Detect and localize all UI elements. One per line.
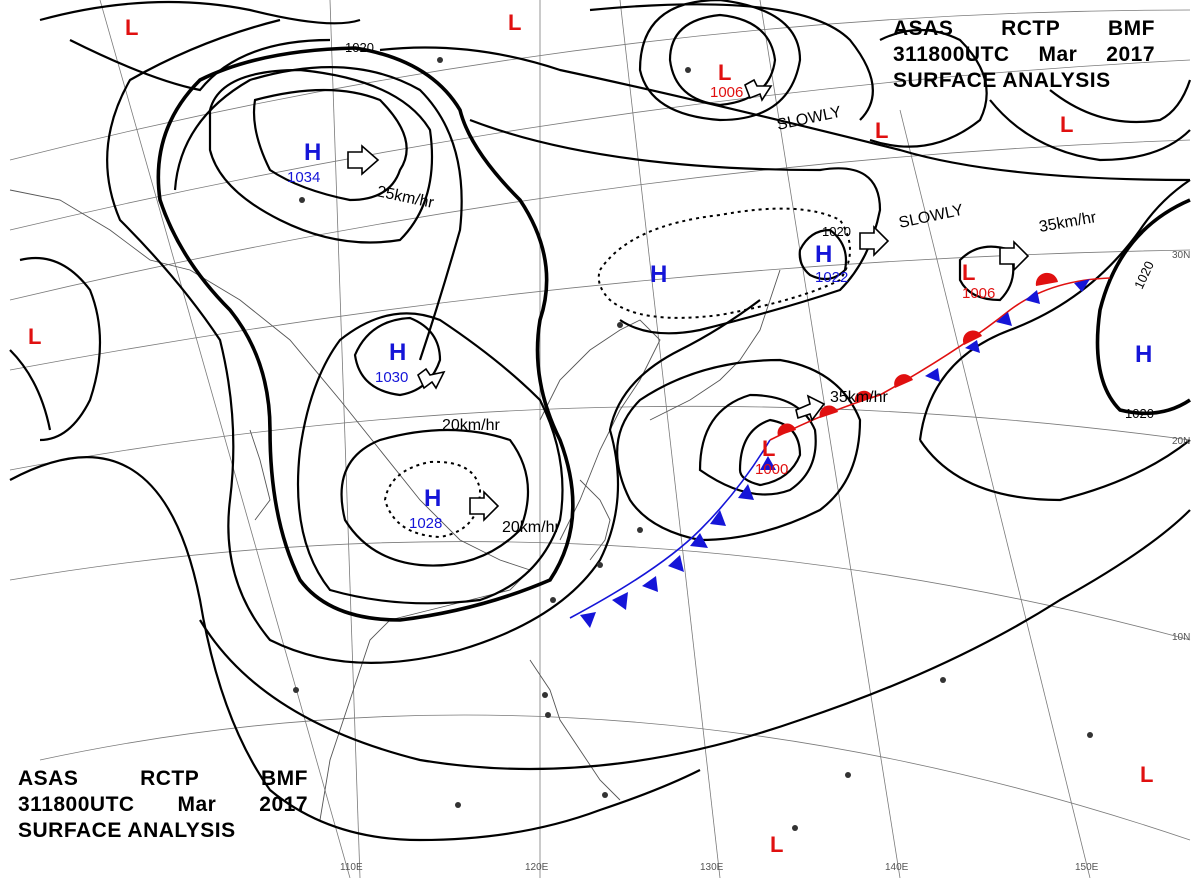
header-time: 311800UTC — [893, 43, 1010, 66]
warm-front-semicircles — [777, 272, 1058, 436]
isobar-label: 1020 — [1131, 259, 1157, 292]
high-center-pressure: 1022 — [815, 269, 848, 286]
header-code: BMF — [1108, 17, 1155, 40]
movement-speed: 35km/hr — [830, 389, 888, 406]
high-center-letter: H — [424, 485, 441, 512]
isobar-label: 1020 — [1125, 406, 1154, 421]
low-center-letter: L — [718, 60, 731, 85]
header-month: Mar — [1038, 43, 1078, 66]
header-month: Mar — [177, 793, 217, 816]
high-center-pressure: 1028 — [409, 515, 442, 532]
longitude-label: 150E — [1075, 862, 1099, 873]
high-center-letter: H — [1135, 341, 1152, 368]
header-year: 2017 — [1106, 43, 1155, 66]
header-product: ASAS — [18, 767, 79, 790]
title-block-bottom-left: ASAS RCTP BMF 311800UTC Mar 2017 SURFACE… — [18, 766, 308, 844]
cold-front-line — [569, 439, 771, 619]
isobar-label: 1020 — [345, 40, 374, 55]
latitude-label: 20N — [1172, 436, 1190, 447]
header-time: 311800UTC — [18, 793, 135, 816]
low-center-marker: L — [28, 324, 41, 349]
longitude-label: 120E — [525, 862, 549, 873]
low-center-letter: L — [762, 436, 775, 461]
graticule — [9, 0, 1191, 878]
axis-labels: 30N 20N 10N 110E 120E 130E 140E 150E — [340, 250, 1190, 873]
low-center-pressure: 1006 — [710, 84, 743, 101]
low-center-letter: L — [1140, 762, 1153, 787]
title-block-top-right: ASAS RCTP BMF 311800UTC Mar 2017 SURFACE… — [893, 16, 1155, 94]
header-station: RCTP — [140, 767, 200, 790]
movement-speed: 25km/hr — [375, 183, 436, 212]
low-center-pressure: 1000 — [755, 461, 788, 478]
fronts — [569, 272, 1111, 628]
header-year: 2017 — [259, 793, 308, 816]
high-center-letter: H — [815, 241, 832, 268]
pressure-centers: H 1034 H 1030 H 1028 H H 1022 H L 1006 L… — [28, 10, 1153, 857]
low-center-letter: L — [962, 260, 975, 285]
low-center-marker: L — [125, 15, 138, 40]
latitude-label: 10N — [1172, 632, 1190, 643]
longitude-label: 110E — [340, 862, 363, 873]
movement-arrows — [347, 78, 1030, 522]
low-center-pressure: 1006 — [962, 285, 995, 302]
header-product: ASAS — [893, 17, 954, 40]
header-title: SURFACE ANALYSIS — [18, 819, 236, 842]
latitude-label: 30N — [1172, 250, 1190, 261]
movement-speed: SLOWLY — [897, 202, 965, 232]
header-code: BMF — [261, 767, 308, 790]
high-center-letter: H — [304, 139, 321, 166]
movement-speed: 20km/hr — [502, 519, 560, 536]
low-center-marker: L — [770, 832, 783, 857]
movement-speed: 20km/hr — [442, 417, 500, 434]
header-station: RCTP — [1001, 17, 1061, 40]
longitude-label: 140E — [885, 862, 909, 873]
low-center-marker: L — [1060, 112, 1073, 137]
high-center-pressure: 1034 — [287, 169, 320, 186]
high-center-letter: H — [650, 261, 667, 288]
header-title: SURFACE ANALYSIS — [893, 69, 1111, 92]
dotted-isobars — [383, 207, 851, 539]
low-center-marker: L — [508, 10, 521, 35]
isobar-1020-east — [1095, 198, 1191, 416]
station-plots — [293, 57, 1093, 831]
isobar-1020-west — [156, 46, 575, 622]
isobar-label: 1020 — [822, 224, 851, 239]
movement-speed: SLOWLY — [775, 104, 843, 134]
cold-front-triangles — [580, 279, 1090, 628]
high-center-pressure: 1030 — [375, 369, 408, 386]
low-center-marker: L — [875, 118, 888, 143]
movement-speed: 35km/hr — [1038, 209, 1099, 236]
longitude-label: 130E — [700, 862, 724, 873]
high-center-letter: H — [389, 339, 406, 366]
